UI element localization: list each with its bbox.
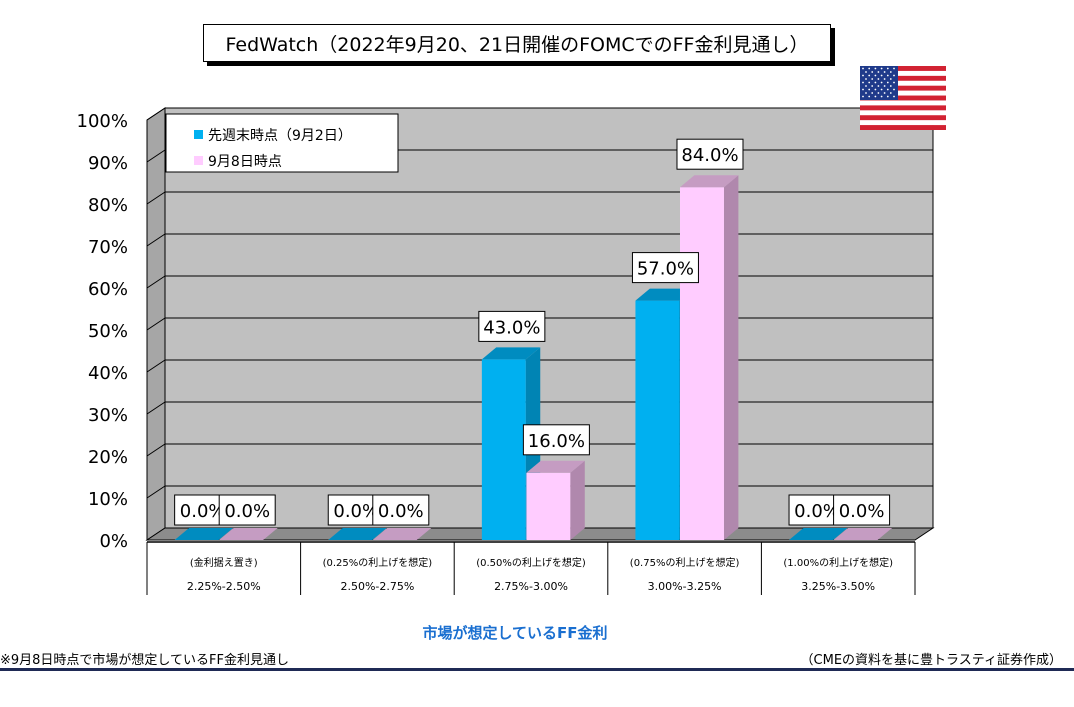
bar-series-2 bbox=[372, 528, 432, 540]
bar-top bbox=[219, 528, 278, 540]
bar-top bbox=[174, 528, 234, 540]
data-label: 0.0% bbox=[180, 501, 226, 522]
legend-label: 先週末時点（9月2日） bbox=[208, 128, 352, 144]
data-label: 0.0% bbox=[224, 501, 270, 522]
y-tick-label: 60% bbox=[88, 279, 128, 300]
bar-side bbox=[570, 460, 585, 540]
x-category-range-label: 2.50%-2.75% bbox=[340, 580, 414, 593]
bar-series-1 bbox=[789, 528, 848, 540]
data-label-box bbox=[676, 138, 744, 170]
x-category-label: (0.50%の利上げを想定) bbox=[476, 556, 586, 569]
x-category-label: (0.25%の利上げを想定) bbox=[323, 556, 433, 569]
bar-top bbox=[328, 528, 387, 540]
gridline-side bbox=[146, 317, 166, 331]
x-category-range-label: 2.25%-2.50% bbox=[187, 580, 261, 593]
bar-front bbox=[635, 300, 680, 540]
y-tick-label: 40% bbox=[88, 363, 128, 384]
bar-series-2 bbox=[219, 528, 278, 540]
bar-front bbox=[481, 359, 526, 540]
gridline-side bbox=[146, 401, 166, 415]
data-label-box bbox=[372, 494, 430, 526]
data-label: 16.0% bbox=[528, 431, 585, 452]
y-tick-label: 10% bbox=[88, 489, 128, 510]
y-tick-label: 30% bbox=[88, 405, 128, 426]
data-label-box bbox=[218, 494, 276, 526]
bar-top bbox=[372, 528, 432, 540]
bar-series-1 bbox=[174, 528, 234, 540]
bar-series-1 bbox=[328, 528, 387, 540]
gridline-side bbox=[146, 149, 166, 163]
data-label: 57.0% bbox=[637, 259, 694, 280]
data-label-box bbox=[478, 310, 546, 342]
y-tick-label: 90% bbox=[88, 153, 128, 174]
gridline-side bbox=[146, 233, 166, 247]
data-label: 84.0% bbox=[681, 145, 738, 166]
legend-swatch bbox=[194, 130, 203, 139]
us-flag-icon bbox=[860, 66, 946, 130]
chart-title: FedWatch（2022年9月20、21日開催のFOMCでのFF金利見通し） bbox=[203, 24, 831, 62]
bar-top bbox=[635, 288, 694, 301]
gridline-side bbox=[146, 443, 166, 457]
gridline-side bbox=[146, 359, 166, 373]
x-category-label: (1.00%の利上げを想定) bbox=[783, 556, 893, 569]
bar-series-2 bbox=[679, 175, 739, 540]
y-tick-label: 50% bbox=[88, 321, 128, 342]
y-tick-label: 20% bbox=[88, 447, 128, 468]
data-label: 43.0% bbox=[483, 317, 540, 338]
x-category-range-label: 3.25%-3.50% bbox=[801, 580, 875, 593]
data-label-box bbox=[833, 494, 891, 526]
bar-series-2 bbox=[833, 528, 892, 540]
bar-side bbox=[723, 175, 739, 540]
data-label: 0.0% bbox=[333, 501, 379, 522]
legend-box bbox=[165, 113, 399, 173]
y-tick-label: 80% bbox=[88, 195, 128, 216]
x-axis-title: 市場が想定しているFF金利 bbox=[422, 624, 608, 642]
data-label-box bbox=[631, 252, 699, 284]
y-tick-label: 100% bbox=[77, 111, 128, 132]
bar-top bbox=[789, 528, 848, 540]
data-label: 0.0% bbox=[839, 501, 885, 522]
gridline-side bbox=[146, 275, 166, 289]
bar-top bbox=[481, 347, 541, 360]
x-category-range-label: 2.75%-3.00% bbox=[494, 580, 568, 593]
y-tick-label: 0% bbox=[99, 531, 128, 552]
gridline-side bbox=[146, 485, 166, 499]
data-label-box bbox=[522, 424, 590, 456]
legend-swatch bbox=[194, 156, 203, 165]
data-label: 0.0% bbox=[378, 501, 424, 522]
x-category-label: (金利据え置き) bbox=[190, 556, 258, 569]
x-category-range-label: 3.00%-3.25% bbox=[648, 580, 722, 593]
gridline-side bbox=[146, 191, 166, 205]
bar-top bbox=[833, 528, 892, 540]
x-category-label: (0.75%の利上げを想定) bbox=[630, 556, 740, 569]
bar-front bbox=[679, 187, 724, 540]
legend-label: 9月8日時点 bbox=[208, 154, 282, 170]
source-note: （CMEの資料を基に豊トラスティ証券作成） bbox=[800, 653, 1062, 668]
data-label: 0.0% bbox=[794, 501, 840, 522]
gridline-side bbox=[146, 107, 166, 121]
bar-top bbox=[679, 175, 739, 188]
y-tick-label: 70% bbox=[88, 237, 128, 258]
bottom-divider bbox=[0, 668, 1074, 671]
bar-top bbox=[526, 460, 585, 473]
bar-front bbox=[526, 472, 571, 540]
bar-series-2 bbox=[526, 460, 585, 540]
footnote: ※9月8日時点で市場が想定しているFF金利見通し bbox=[0, 653, 289, 668]
